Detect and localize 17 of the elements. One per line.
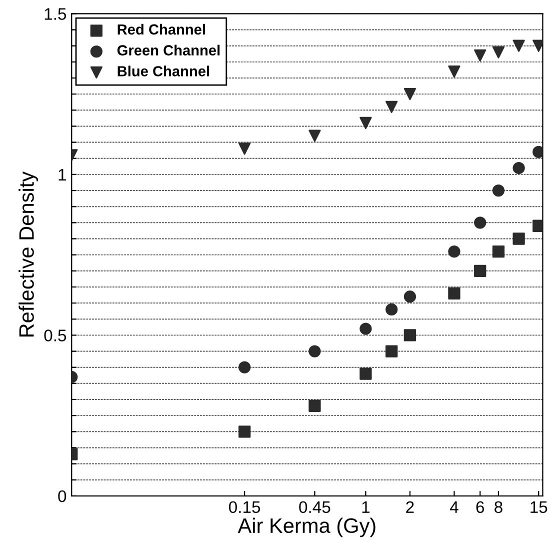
- legend-label: Green Channel: [117, 44, 220, 56]
- y-tick-label: 1: [58, 169, 66, 180]
- x-axis-title: Air Kerma (Gy): [238, 518, 376, 538]
- y-tick-label: 0: [58, 490, 66, 502]
- x-tick-label: 2: [406, 501, 414, 513]
- legend-label: Red Channel: [118, 24, 205, 35]
- x-tick-label: 0.15: [228, 501, 260, 514]
- x-tick-label: 1: [362, 501, 370, 513]
- y-tick-label: 0.5: [44, 330, 66, 342]
- x-tick-label: 6: [476, 501, 484, 514]
- y-axis-title: Reflective Density: [18, 171, 38, 336]
- y-tick-label: 1.5: [44, 8, 66, 20]
- x-tick-label: 8: [494, 501, 502, 514]
- legend-label: Blue Channel: [118, 66, 209, 76]
- x-tick-label: 0.45: [299, 501, 330, 514]
- x-tick-label: 4: [450, 501, 458, 513]
- x-tick-label: 15: [530, 501, 548, 514]
